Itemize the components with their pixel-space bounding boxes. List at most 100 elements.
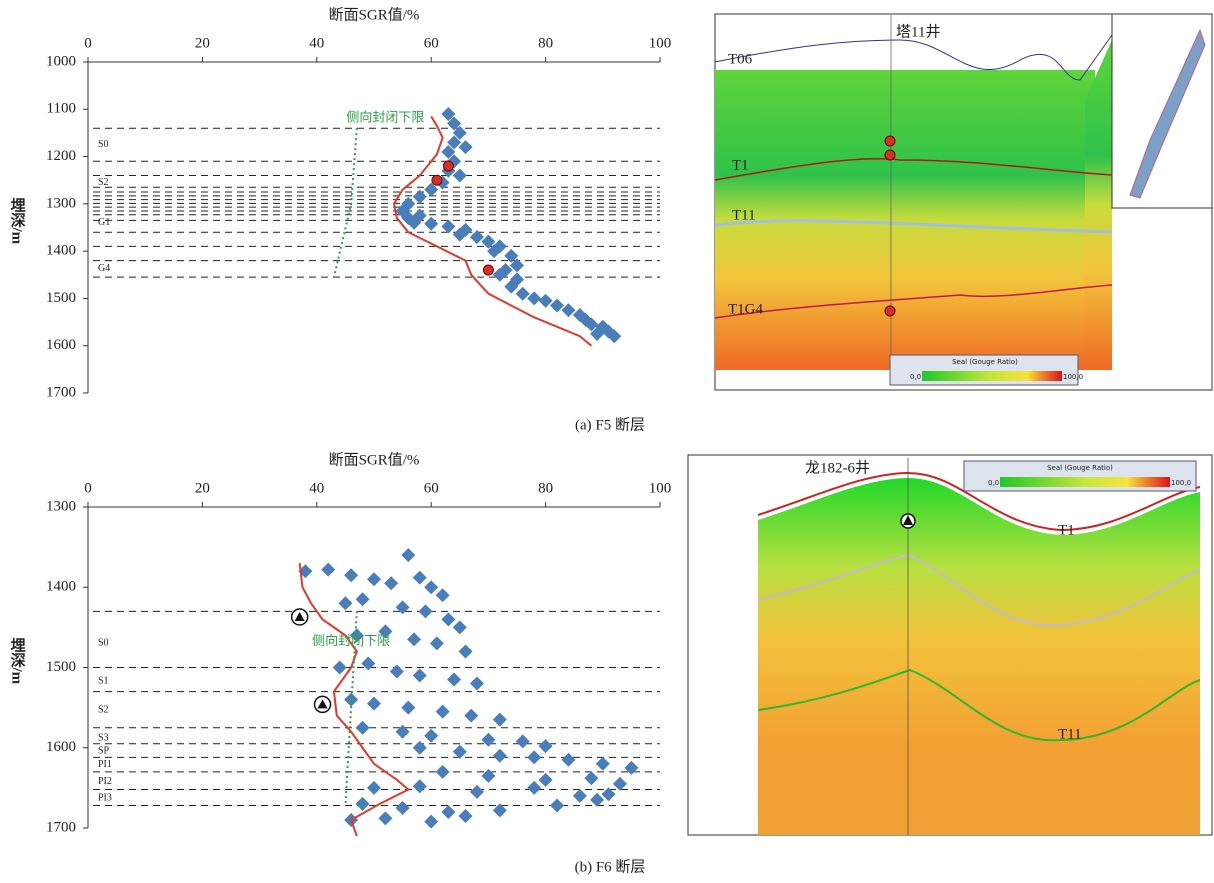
horizon-label: T1G4: [728, 301, 763, 317]
seal-limit-line: [334, 128, 357, 277]
layer-label: SP: [98, 745, 110, 756]
layer-label: PI2: [98, 776, 112, 787]
data-point: [464, 709, 478, 723]
horizon-label: T1: [1058, 522, 1075, 538]
y-tick-label: 1400: [46, 579, 76, 595]
data-point: [384, 576, 398, 590]
x-tick-label: 60: [424, 35, 439, 51]
data-point: [453, 745, 467, 759]
horizon-label: T1: [732, 157, 749, 173]
legend-max: 100,0: [1171, 479, 1191, 487]
data-point: [315, 696, 331, 712]
data-point: [561, 753, 575, 767]
seismic-panel-b: 龙182-6井 T1 T11 Seal (Gouge Ratio) 0,0 10…: [688, 455, 1212, 835]
figure: 塔11井 T06 T1 T11 T1G4 Seal (Gouge Ratio) …: [0, 0, 1214, 883]
data-point: [424, 729, 438, 743]
data-point: [459, 809, 473, 823]
layer-label: G4: [98, 263, 110, 274]
x-tick-label: 0: [84, 480, 92, 496]
x-axis-title: 断面SGR值/%: [329, 451, 420, 468]
layer-label: S2: [98, 177, 109, 188]
data-point: [361, 656, 375, 670]
data-point: [624, 761, 638, 775]
x-tick-label: 20: [195, 480, 210, 496]
chart: 断面SGR值/%埋深/m0204060801001000110012001300…: [9, 6, 672, 400]
data-point: [493, 749, 507, 763]
legend-title: Seal (Gouge Ratio): [1047, 464, 1113, 472]
data-point: [441, 612, 455, 626]
data-point: [396, 725, 410, 739]
data-point: [481, 769, 495, 783]
data-point: [407, 632, 421, 646]
y-tick-label: 1300: [46, 195, 76, 211]
layer-label: PI1: [98, 759, 112, 770]
data-point: [401, 701, 415, 715]
horizon-label: T11: [732, 207, 756, 223]
curve: [394, 116, 591, 345]
well-name: 塔11井: [896, 23, 940, 40]
y-tick-label: 1300: [46, 498, 76, 514]
layer-label: PI3: [98, 793, 112, 804]
data-point: [432, 175, 442, 185]
data-point: [338, 596, 352, 610]
legend-title: Seal (Gouge Ratio): [952, 358, 1018, 366]
data-point: [550, 799, 564, 813]
data-point: [396, 801, 410, 815]
y-tick-label: 1700: [46, 819, 76, 835]
data-point: [539, 773, 553, 787]
data-point: [483, 265, 493, 275]
horizon-label: T11: [1058, 726, 1082, 742]
data-point: [436, 705, 450, 719]
data-point: [493, 713, 507, 727]
y-tick-label: 1500: [46, 290, 76, 306]
annotation: 侧向封闭下限: [346, 110, 424, 125]
data-point: [413, 190, 427, 204]
data-point: [292, 609, 308, 625]
data-point: [596, 757, 610, 771]
y-tick-label: 1400: [46, 243, 76, 259]
x-tick-label: 60: [424, 480, 439, 496]
y-tick-label: 1600: [46, 337, 76, 353]
x-tick-label: 0: [84, 35, 92, 51]
data-point: [424, 580, 438, 594]
y-tick-label: 1000: [46, 53, 76, 69]
layer-label: S3: [98, 732, 109, 743]
data-point: [441, 220, 455, 234]
data-point: [333, 661, 347, 675]
data-point: [367, 781, 381, 795]
chart: 断面SGR值/%埋深/m0204060801001300140015001600…: [9, 451, 672, 836]
data-point: [413, 669, 427, 683]
data-point: [584, 771, 598, 785]
data-point: [356, 592, 370, 606]
y-tick-label: 1200: [46, 148, 76, 164]
data-point: [401, 548, 415, 562]
layer-label: S1: [98, 675, 109, 686]
data-point: [447, 673, 461, 687]
data-point: [344, 568, 358, 582]
data-point: [390, 665, 404, 679]
data-point: [573, 789, 587, 803]
data-point: [413, 779, 427, 793]
data-point: [367, 572, 381, 586]
y-tick-label: 1500: [46, 659, 76, 675]
data-point: [356, 721, 370, 735]
x-tick-label: 40: [309, 480, 324, 496]
annotation: 侧向封闭下限: [312, 633, 390, 648]
data-point: [344, 693, 358, 707]
data-point: [459, 644, 473, 658]
legend-min: 0,0: [988, 479, 999, 487]
x-axis-title: 断面SGR值/%: [329, 6, 420, 23]
data-point: [413, 741, 427, 755]
data-point: [470, 785, 484, 799]
data-point: [539, 739, 553, 753]
data-point: [443, 161, 453, 171]
data-point: [424, 217, 438, 231]
data-point: [481, 733, 495, 747]
data-point: [441, 805, 455, 819]
data-point: [430, 636, 444, 650]
data-point: [367, 697, 381, 711]
data-point: [590, 793, 604, 807]
data-point: [396, 600, 410, 614]
y-axis-title: 埋深/m: [9, 638, 26, 685]
layer-label: S0: [98, 139, 109, 150]
